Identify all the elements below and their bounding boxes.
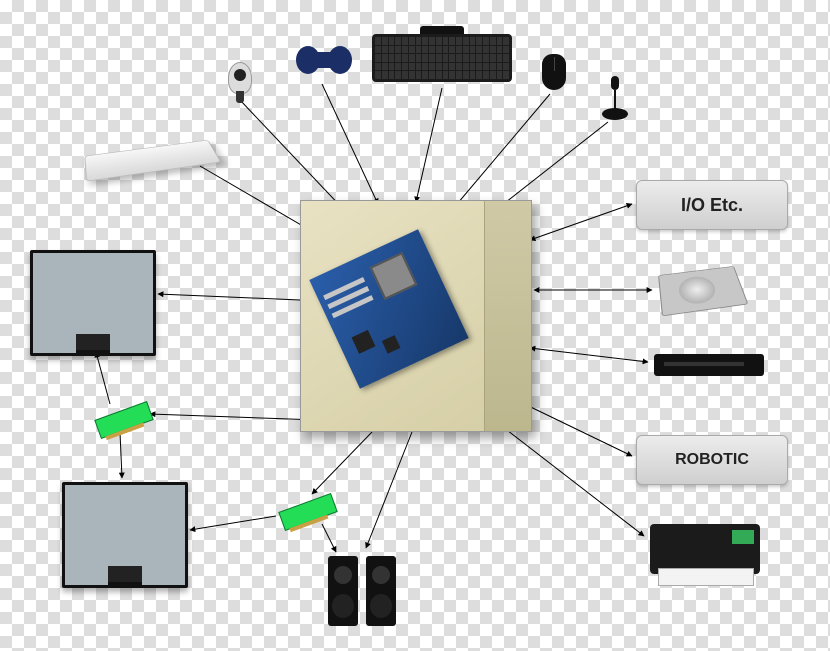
robotic-label-text: ROBOTIC xyxy=(675,451,749,469)
pc-case xyxy=(300,200,532,432)
optical-drive-icon xyxy=(654,354,764,376)
keyboard-icon xyxy=(372,34,512,82)
printer-icon xyxy=(650,524,760,574)
hard-drive-icon xyxy=(658,266,748,316)
drive-bay xyxy=(489,213,525,221)
motherboard-icon xyxy=(309,229,468,388)
monitor-icon xyxy=(30,250,156,356)
mouse-icon xyxy=(542,54,566,90)
expansion-card-icon xyxy=(278,493,337,531)
drive-bay xyxy=(489,227,525,235)
io-label-box: I/O Etc. xyxy=(636,180,788,230)
drive-bay xyxy=(489,255,525,263)
monitor-icon xyxy=(62,482,188,588)
webcam-icon xyxy=(228,62,252,94)
robotic-label-box: ROBOTIC xyxy=(636,435,788,485)
gamepad-icon xyxy=(296,46,352,78)
drive-bay xyxy=(489,241,525,249)
scanner-icon xyxy=(84,140,221,182)
io-label-text: I/O Etc. xyxy=(681,195,743,216)
microphone-icon xyxy=(602,76,628,122)
speakers-icon xyxy=(322,556,402,626)
expansion-card-icon xyxy=(94,401,153,439)
